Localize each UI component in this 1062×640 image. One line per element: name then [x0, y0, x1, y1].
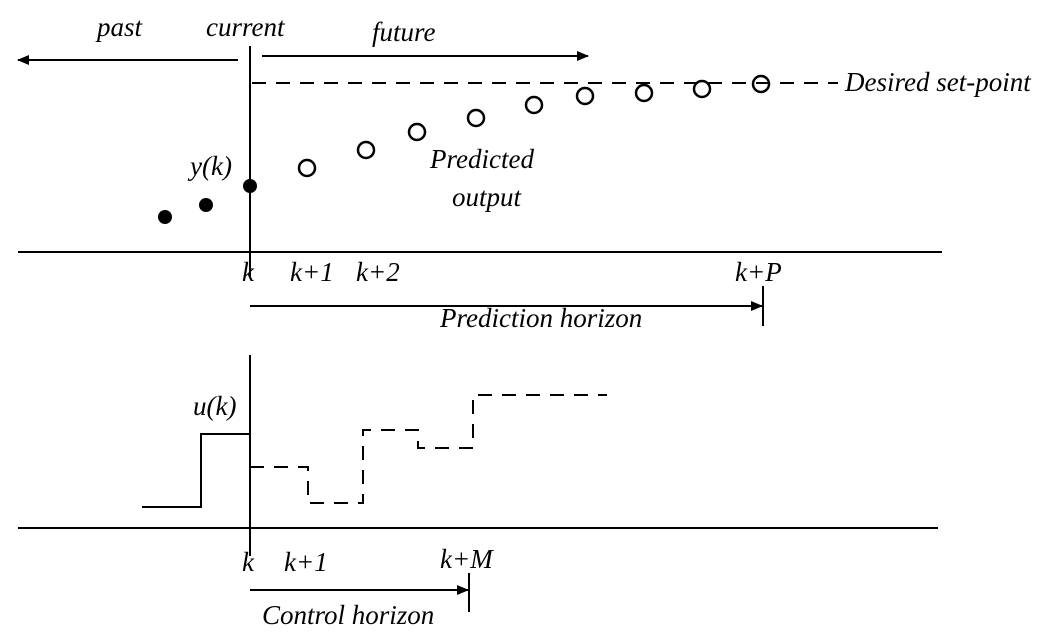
future-control-moves [250, 394, 607, 504]
bottom-tick-k-plus-m: k+M [440, 544, 494, 574]
u-k-label: u(k) [193, 391, 236, 421]
predicted-output-point [524, 95, 544, 115]
bottom-tick-k-plus-1: k+1 [284, 547, 328, 577]
current-output-point [243, 179, 257, 193]
top-tick-k: k [242, 257, 255, 287]
past-output-point [158, 210, 172, 224]
predicted-output-point [407, 122, 427, 142]
predicted-output-label-line2: output [452, 182, 523, 212]
prediction-horizon-label: Prediction horizon [439, 303, 642, 333]
top-tick-k-plus-p: k+P [735, 257, 782, 287]
predicted-output-point [634, 83, 654, 103]
top-tick-k-plus-1: k+1 [290, 257, 334, 287]
predicted-output-point [356, 140, 376, 160]
future-label: future [372, 17, 436, 47]
top-tick-k-plus-2: k+2 [356, 257, 400, 287]
control-horizon-label: Control horizon [262, 600, 434, 630]
setpoint-label: Desired set-point [844, 67, 1032, 97]
predicted-output-label-line1: Predicted [429, 144, 534, 174]
past-output-point [199, 198, 213, 212]
y-k-label: y(k) [187, 151, 232, 181]
past-label: past [95, 12, 144, 42]
bottom-tick-k: k [242, 547, 255, 577]
current-label: current [206, 12, 286, 42]
predicted-output-point [751, 74, 771, 94]
predicted-output-point [575, 86, 595, 106]
past-control-input [142, 433, 250, 508]
predicted-output-point [692, 79, 712, 99]
predicted-output-point [297, 158, 317, 178]
predicted-output-point [466, 108, 486, 128]
